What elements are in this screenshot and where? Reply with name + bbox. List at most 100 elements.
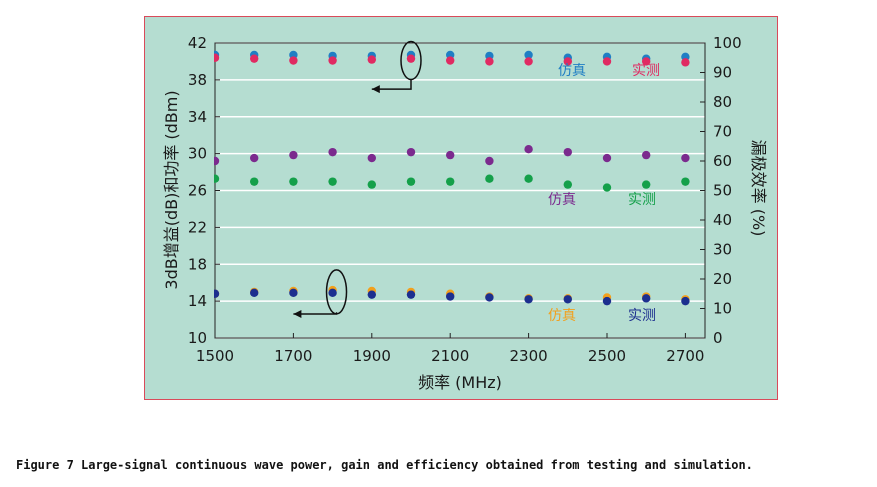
y-left-tick-label: 14 [188, 292, 207, 310]
point-eff-sim [446, 150, 455, 160]
point-eff-sim [602, 153, 612, 163]
point-eff-meas [485, 174, 494, 183]
point-gain-meas [563, 295, 572, 304]
point-eff-sim [289, 150, 298, 160]
x-tick-label: 1500 [196, 347, 234, 365]
point-eff-sim [406, 147, 416, 157]
point-layer [214, 50, 690, 306]
point-eff-sim [563, 147, 572, 157]
gain-meas-label: 实测 [628, 308, 656, 324]
x-tick-label: 2100 [431, 347, 469, 365]
point-power-meas [328, 56, 337, 65]
point-eff-meas [328, 177, 337, 186]
y-right-tick-label: 20 [713, 270, 732, 288]
point-power-meas [524, 57, 533, 66]
point-eff-sim [642, 150, 651, 160]
y-left-tick-label: 22 [188, 218, 207, 236]
figure-caption: Figure 7 Large-signal continuous wave po… [16, 458, 753, 472]
eff-meas-label: 实测 [628, 192, 656, 208]
point-gain-meas [367, 290, 376, 299]
point-power-meas [681, 58, 690, 67]
x-tick-label: 1900 [353, 347, 391, 365]
y-right-tick-label: 40 [713, 211, 732, 229]
point-gain-meas [446, 292, 455, 301]
tick-layer: 10 14 18 22 26 30 34 38 42 0 10 20 30 40 50 60 70 80 90 100… [188, 34, 742, 365]
point-gain-meas [485, 293, 494, 302]
y-left-tick-label: 10 [188, 329, 207, 347]
point-eff-meas [642, 180, 651, 189]
point-power-meas [485, 57, 494, 66]
point-gain-meas [406, 290, 416, 299]
x-axis-title: 频率 (MHz) [418, 373, 502, 392]
y-right-tick-label: 10 [713, 300, 732, 318]
point-power-meas [446, 56, 455, 65]
annotation-arrow [293, 312, 338, 315]
point-gain-meas [681, 296, 690, 306]
y-right-tick-label: 60 [713, 152, 732, 170]
point-gain-meas [524, 295, 533, 304]
y-right-tick-label: 90 [713, 64, 732, 82]
y-right-tick-label: 80 [713, 93, 732, 111]
point-power-meas [214, 53, 220, 62]
point-power-meas [289, 56, 298, 65]
point-eff-sim [524, 145, 533, 154]
caption-continuation [16, 479, 866, 487]
point-gain-meas [214, 289, 220, 298]
power-meas-label: 实测 [632, 63, 660, 79]
y-right-tick-label: 30 [713, 241, 732, 259]
point-power-meas [367, 55, 376, 64]
y-right-tick-label: 70 [713, 123, 732, 141]
point-power-meas [602, 57, 612, 66]
point-eff-meas [524, 174, 533, 183]
y-left-tick-label: 18 [188, 255, 207, 273]
point-eff-meas [681, 177, 690, 186]
power-sim-label: 仿真 [558, 63, 586, 79]
y-left-tick-label: 30 [188, 145, 207, 163]
grid-layer [215, 42, 705, 339]
point-eff-sim [250, 153, 259, 163]
point-gain-meas [289, 288, 298, 298]
point-eff-meas [214, 174, 220, 183]
y-axis-left-title: 3dB增益(dB)和功率 (dBm) [162, 90, 181, 289]
x-tick-label: 2500 [588, 347, 626, 365]
y-left-tick-label: 38 [188, 71, 207, 89]
point-eff-meas [602, 183, 612, 192]
y-left-tick-label: 26 [188, 182, 207, 200]
y-left-tick-label: 34 [188, 108, 207, 126]
point-eff-meas [250, 177, 259, 186]
point-gain-meas [642, 294, 651, 303]
point-power-sim [524, 50, 533, 60]
point-eff-sim [367, 153, 376, 163]
points-group [214, 50, 690, 306]
point-eff-meas [446, 177, 455, 186]
y-right-tick-label: 0 [713, 329, 723, 347]
point-gain-meas [602, 296, 612, 306]
point-eff-sim [681, 153, 690, 163]
point-eff-meas [563, 180, 572, 189]
x-tick-label: 2300 [510, 347, 548, 365]
point-eff-sim [485, 156, 494, 166]
eff-sim-label: 仿真 [548, 192, 576, 208]
arrowhead [371, 85, 380, 94]
x-tick-label: 2700 [666, 347, 704, 365]
point-eff-sim [214, 156, 220, 166]
y-right-tick-label: 100 [713, 34, 742, 52]
point-eff-meas [367, 180, 376, 189]
arrowhead [293, 310, 302, 319]
point-power-meas [642, 57, 651, 66]
point-gain-meas [250, 288, 259, 298]
gain-sim-label: 仿真 [548, 308, 576, 324]
y-left-tick-label: 42 [188, 34, 207, 52]
annotation-layer [293, 40, 422, 319]
point-eff-meas [289, 177, 298, 186]
point-power-meas [406, 54, 416, 63]
point-eff-sim [328, 147, 337, 157]
y-right-tick-label: 50 [713, 182, 732, 200]
annotation-arrow [371, 78, 412, 90]
x-tick-label: 1700 [274, 347, 312, 365]
y-axis-right-title: 漏极效率 (%) [749, 140, 768, 237]
point-eff-meas [406, 177, 416, 186]
point-power-meas [563, 57, 572, 66]
point-gain-meas [328, 288, 337, 298]
